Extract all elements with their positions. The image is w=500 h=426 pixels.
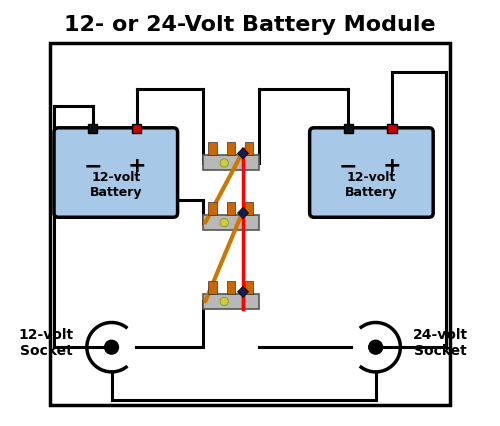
Circle shape	[369, 340, 382, 354]
Polygon shape	[238, 148, 248, 159]
Bar	[203, 215, 258, 230]
Bar	[388, 124, 397, 133]
Text: 12- or 24-Volt Battery Module: 12- or 24-Volt Battery Module	[64, 15, 436, 35]
Text: +: +	[127, 156, 146, 176]
Circle shape	[220, 159, 228, 167]
Bar	[203, 294, 258, 309]
Bar	[132, 124, 141, 133]
Circle shape	[104, 340, 118, 354]
Bar	[226, 280, 235, 294]
Text: 12-volt
Socket: 12-volt Socket	[19, 328, 74, 358]
Polygon shape	[238, 286, 248, 297]
FancyBboxPatch shape	[310, 128, 433, 217]
Text: +: +	[383, 156, 402, 176]
Text: 12-volt
Battery: 12-volt Battery	[345, 171, 398, 199]
Text: −: −	[84, 156, 102, 176]
Bar	[50, 43, 450, 405]
Bar	[203, 155, 258, 170]
Bar	[208, 142, 216, 155]
Circle shape	[220, 219, 228, 227]
Text: 24-volt
Socket: 24-volt Socket	[413, 328, 469, 358]
Bar	[208, 202, 216, 215]
Text: 12-volt
Battery: 12-volt Battery	[90, 171, 142, 199]
Polygon shape	[238, 207, 248, 219]
Bar	[245, 142, 254, 155]
Bar	[208, 280, 216, 294]
Bar	[245, 202, 254, 215]
Circle shape	[220, 297, 228, 305]
FancyBboxPatch shape	[54, 128, 178, 217]
Bar	[226, 202, 235, 215]
Bar	[226, 142, 235, 155]
Text: −: −	[339, 156, 357, 176]
Bar	[245, 280, 254, 294]
Bar	[344, 124, 353, 133]
Bar	[88, 124, 98, 133]
